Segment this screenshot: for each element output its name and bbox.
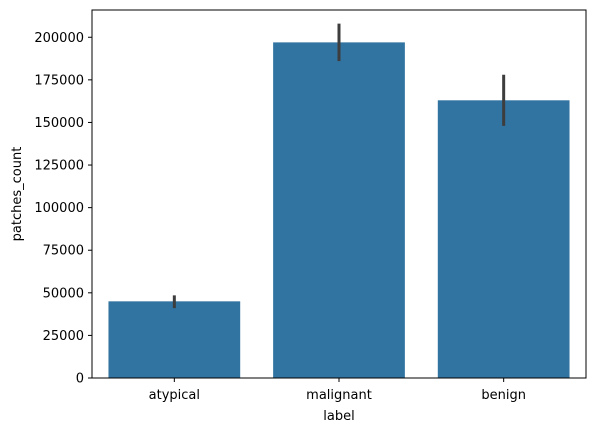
y-axis-label: patches_count xyxy=(10,147,25,242)
x-tick-label-malignant: malignant xyxy=(306,388,372,403)
errorbars-layer xyxy=(172,23,506,309)
bar-benign xyxy=(437,100,570,378)
bar-atypical xyxy=(108,301,241,378)
x-axis-label: label xyxy=(323,409,354,424)
y-tick-label: 25000 xyxy=(43,329,84,344)
x-axis-ticks: atypical malignant benign xyxy=(149,378,526,403)
y-tick-label: 150000 xyxy=(34,116,84,131)
y-tick-label: 50000 xyxy=(43,286,84,301)
y-tick-label: 200000 xyxy=(34,31,84,46)
y-tick-label: 175000 xyxy=(34,73,84,88)
x-tick-label-benign: benign xyxy=(481,388,526,403)
y-tick-label: 0 xyxy=(76,372,84,387)
bars-layer xyxy=(108,42,570,379)
y-tick-label: 100000 xyxy=(34,201,84,216)
bar-malignant xyxy=(273,42,405,379)
y-tick-label: 125000 xyxy=(34,159,84,174)
y-axis-ticks: 0 25000 50000 75000 100000 125000 150000 175000… xyxy=(34,31,92,387)
x-tick-label-atypical: atypical xyxy=(149,388,200,403)
y-tick-label: 75000 xyxy=(43,244,84,259)
